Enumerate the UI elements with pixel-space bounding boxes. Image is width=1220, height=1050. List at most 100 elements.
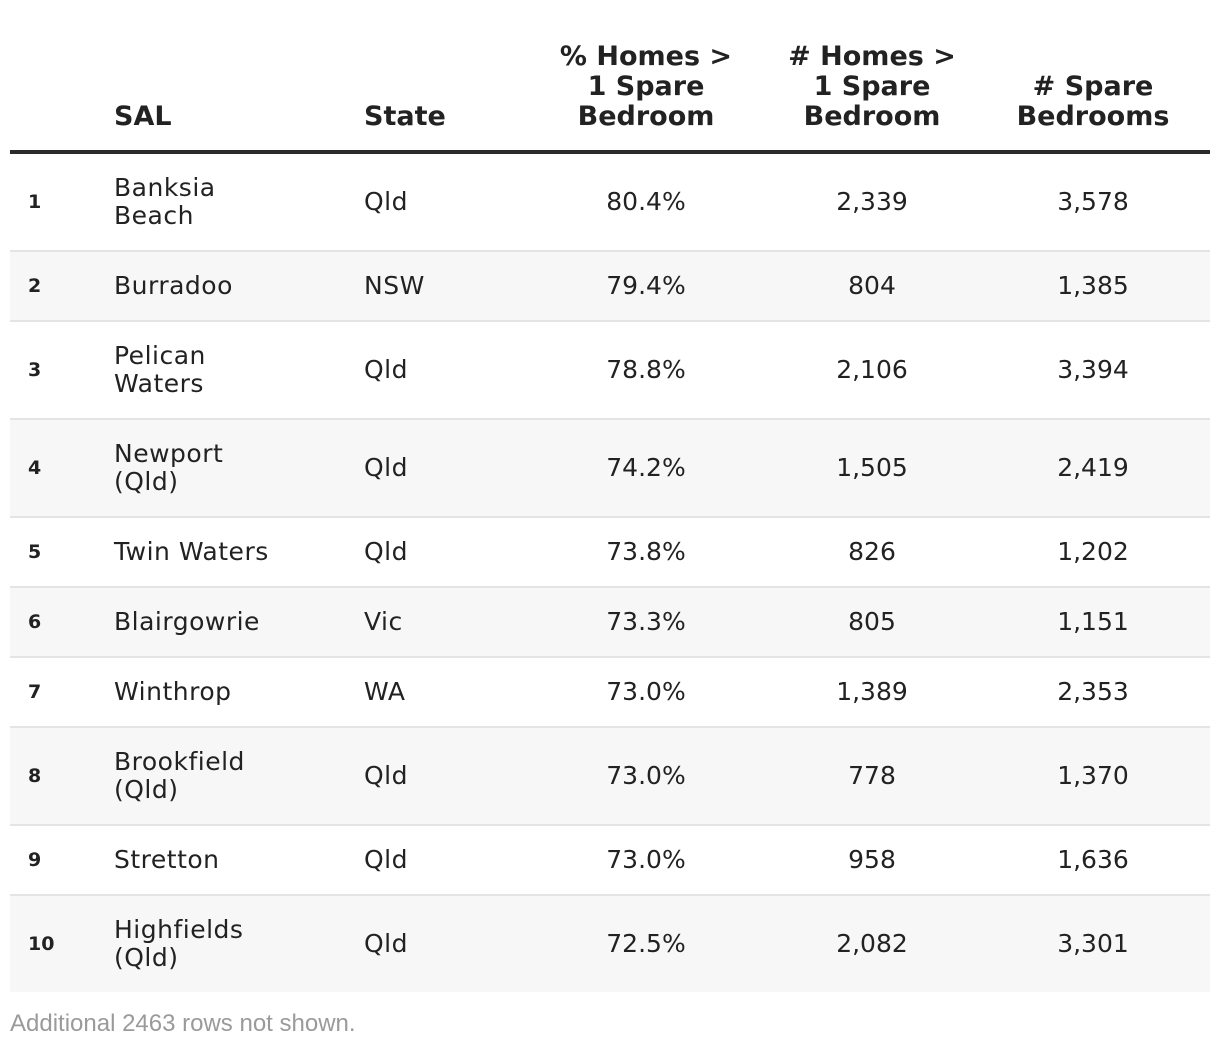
header-rank	[10, 0, 114, 154]
num-homes-cell: 2,339	[768, 152, 976, 252]
sal-name: Highfields (Qld)	[114, 915, 244, 972]
pct-homes-cell: 72.5%	[524, 895, 768, 992]
num-homes-cell: 805	[768, 587, 976, 658]
table-body: 1 Banksia Beach Qld 80.4% 2,339 3,578 2 Burrado…	[10, 152, 1210, 992]
state-cell: Qld	[364, 517, 524, 588]
pct-homes-cell: 78.8%	[524, 321, 768, 420]
table-row: 8 Brookfield (Qld) Qld 73.0% 778 1,370	[10, 727, 1210, 826]
sal-cell: Newport (Qld)	[114, 419, 364, 518]
sal-cell: Brookfield (Qld)	[114, 727, 364, 826]
sal-cell: Highfields (Qld)	[114, 895, 364, 992]
table-row: 1 Banksia Beach Qld 80.4% 2,339 3,578	[10, 152, 1210, 252]
header-row: SAL State % Homes > 1 Spare Bedroom # Ho…	[10, 0, 1210, 154]
spare-bedrooms-cell: 2,419	[976, 419, 1210, 518]
pct-homes-cell: 73.8%	[524, 517, 768, 588]
table-row: 7 Winthrop WA 73.0% 1,389 2,353	[10, 657, 1210, 728]
table-row: 5 Twin Waters Qld 73.8% 826 1,202	[10, 517, 1210, 588]
table-row: 4 Newport (Qld) Qld 74.2% 1,505 2,419	[10, 419, 1210, 518]
pct-homes-cell: 73.3%	[524, 587, 768, 658]
spare-bedrooms-cell: 1,385	[976, 251, 1210, 322]
table-row: 9 Stretton Qld 73.0% 958 1,636	[10, 825, 1210, 896]
spare-bedrooms-cell: 3,578	[976, 152, 1210, 252]
header-num-homes[interactable]: # Homes > 1 Spare Bedroom	[768, 0, 976, 154]
state-cell: WA	[364, 657, 524, 728]
rank-cell: 4	[10, 419, 114, 518]
rank-cell: 7	[10, 657, 114, 728]
state-cell: Qld	[364, 825, 524, 896]
header-pct-line-2: 1 Spare	[587, 71, 705, 102]
table-row: 10 Highfields (Qld) Qld 72.5% 2,082 3,301	[10, 895, 1210, 992]
num-homes-cell: 1,389	[768, 657, 976, 728]
sal-name: Winthrop	[114, 677, 232, 706]
state-cell: Qld	[364, 419, 524, 518]
sal-name: Stretton	[114, 845, 220, 874]
sal-name: Pelican Waters	[114, 341, 206, 398]
header-homes-line-3: Bedroom	[803, 101, 941, 132]
state-cell: Qld	[364, 895, 524, 992]
state-cell: NSW	[364, 251, 524, 322]
sal-name: Blairgowrie	[114, 607, 260, 636]
footnote: Additional 2463 rows not shown.	[10, 1010, 356, 1037]
header-spare-line-1: # Spare	[1032, 71, 1154, 102]
sal-cell: Pelican Waters	[114, 321, 364, 420]
num-homes-cell: 804	[768, 251, 976, 322]
table-row: 3 Pelican Waters Qld 78.8% 2,106 3,394	[10, 321, 1210, 420]
spare-bedrooms-cell: 1,151	[976, 587, 1210, 658]
table-row: 2 Burradoo NSW 79.4% 804 1,385	[10, 251, 1210, 322]
state-cell: Vic	[364, 587, 524, 658]
spare-bedrooms-cell: 1,202	[976, 517, 1210, 588]
sal-cell: Banksia Beach	[114, 152, 364, 252]
sal-name: Banksia Beach	[114, 173, 216, 230]
spare-bedrooms-cell: 3,301	[976, 895, 1210, 992]
rank-cell: 8	[10, 727, 114, 826]
sal-name: Newport (Qld)	[114, 439, 224, 496]
num-homes-cell: 2,106	[768, 321, 976, 420]
rank-cell: 9	[10, 825, 114, 896]
sal-cell: Blairgowrie	[114, 587, 364, 658]
rank-cell: 3	[10, 321, 114, 420]
sal-name: Twin Waters	[114, 537, 269, 566]
header-pct-line-1: % Homes >	[559, 41, 733, 72]
header-spare-line-2: Bedrooms	[1016, 101, 1170, 132]
sal-cell: Stretton	[114, 825, 364, 896]
sal-cell: Twin Waters	[114, 517, 364, 588]
header-state[interactable]: State	[364, 0, 524, 154]
spare-bedrooms-cell: 3,394	[976, 321, 1210, 420]
num-homes-cell: 2,082	[768, 895, 976, 992]
sal-cell: Burradoo	[114, 251, 364, 322]
num-homes-cell: 1,505	[768, 419, 976, 518]
pct-homes-cell: 73.0%	[524, 657, 768, 728]
rank-cell: 6	[10, 587, 114, 658]
sal-name: Burradoo	[114, 271, 233, 300]
num-homes-cell: 826	[768, 517, 976, 588]
num-homes-cell: 778	[768, 727, 976, 826]
sal-cell: Winthrop	[114, 657, 364, 728]
rank-cell: 2	[10, 251, 114, 322]
header-spare-bedrooms[interactable]: # Spare Bedrooms	[976, 0, 1210, 154]
pct-homes-cell: 73.0%	[524, 825, 768, 896]
pct-homes-cell: 74.2%	[524, 419, 768, 518]
header-sal[interactable]: SAL	[114, 0, 364, 154]
spare-bedrooms-table: SAL State % Homes > 1 Spare Bedroom # Ho…	[10, 0, 1210, 992]
table-row: 6 Blairgowrie Vic 73.3% 805 1,151	[10, 587, 1210, 658]
pct-homes-cell: 73.0%	[524, 727, 768, 826]
header-pct-line-3: Bedroom	[577, 101, 715, 132]
header-homes-line-1: # Homes >	[788, 41, 956, 72]
header-homes-line-2: 1 Spare	[813, 71, 931, 102]
header-pct-homes[interactable]: % Homes > 1 Spare Bedroom	[524, 0, 768, 154]
sal-name: Brookfield (Qld)	[114, 747, 245, 804]
pct-homes-cell: 80.4%	[524, 152, 768, 252]
num-homes-cell: 958	[768, 825, 976, 896]
rank-cell: 5	[10, 517, 114, 588]
spare-bedrooms-cell: 1,370	[976, 727, 1210, 826]
table-header: SAL State % Homes > 1 Spare Bedroom # Ho…	[10, 0, 1210, 154]
data-table-container: SAL State % Homes > 1 Spare Bedroom # Ho…	[10, 0, 1210, 992]
state-cell: Qld	[364, 152, 524, 252]
rank-cell: 10	[10, 895, 114, 992]
rank-cell: 1	[10, 152, 114, 252]
spare-bedrooms-cell: 1,636	[976, 825, 1210, 896]
spare-bedrooms-cell: 2,353	[976, 657, 1210, 728]
pct-homes-cell: 79.4%	[524, 251, 768, 322]
state-cell: Qld	[364, 321, 524, 420]
state-cell: Qld	[364, 727, 524, 826]
